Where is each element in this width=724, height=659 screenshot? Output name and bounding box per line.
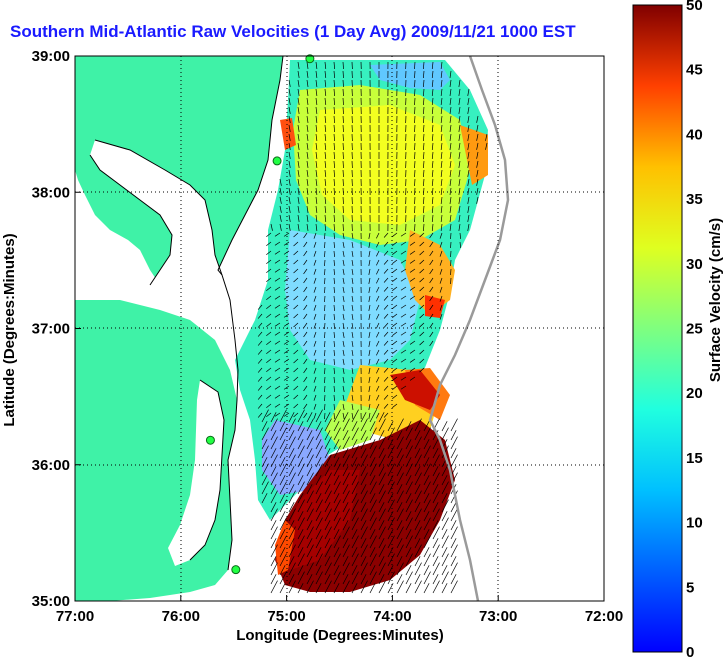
coastline <box>89 56 284 571</box>
colorbar-ticks: 0 5 10 15 20 25 30 35 40 45 50 <box>686 0 703 659</box>
x-tick-label: 72:00 <box>585 608 623 625</box>
chesapeake-bay <box>90 140 222 305</box>
radar-site-marker <box>205 435 215 445</box>
colorbar-tick-label: 15 <box>686 450 703 467</box>
radar-site-marker <box>305 54 315 64</box>
colorbar-tick-label: 40 <box>686 126 703 143</box>
y-tick-label: 35:00 <box>32 593 70 610</box>
colorbar-tick-label: 50 <box>686 0 703 14</box>
y-tick-label: 36:00 <box>32 457 70 474</box>
radar-site-marker <box>272 156 282 166</box>
colorbar <box>632 4 683 653</box>
radar-site-marker <box>231 565 241 575</box>
colorbar-tick-label: 10 <box>686 515 703 532</box>
x-tick-label: 76:00 <box>162 608 200 625</box>
x-axis-label: Longitude (Degrees:Minutes) <box>236 627 444 644</box>
x-axis: 77:00 76:00 75:00 74:00 73:00 72:00 <box>56 595 623 625</box>
y-tick-label: 38:00 <box>32 184 70 201</box>
y-axis: 39:00 38:00 37:00 36:00 35:00 <box>32 48 81 610</box>
colorbar-tick-label: 45 <box>686 62 703 79</box>
colorbar-tick-label: 35 <box>686 191 703 208</box>
colorbar-tick-label: 0 <box>686 644 694 659</box>
x-tick-label: 74:00 <box>373 608 411 625</box>
radar-sites <box>205 54 315 575</box>
grid <box>75 56 604 601</box>
y-tick-label: 37:00 <box>32 321 70 338</box>
colorbar-tick-label: 20 <box>686 385 703 402</box>
y-tick-label: 39:00 <box>32 48 70 65</box>
colorbar-tick-label: 25 <box>686 321 703 338</box>
colorbar-tick-label: 5 <box>686 579 694 596</box>
velocity-arrows <box>257 61 488 594</box>
colorbar-tick-label: 30 <box>686 256 703 273</box>
sound-water <box>168 380 224 566</box>
map-title: Southern Mid-Atlantic Raw Velocities (1 … <box>10 22 576 41</box>
bathymetry-contour <box>428 56 510 601</box>
x-tick-label: 77:00 <box>56 608 94 625</box>
x-tick-label: 73:00 <box>479 608 517 625</box>
x-tick-label: 75:00 <box>267 608 305 625</box>
colorbar-label: Surface Velocity (cm/s) <box>707 218 724 382</box>
y-axis-label: Latitude (Degrees:Minutes) <box>1 233 18 426</box>
